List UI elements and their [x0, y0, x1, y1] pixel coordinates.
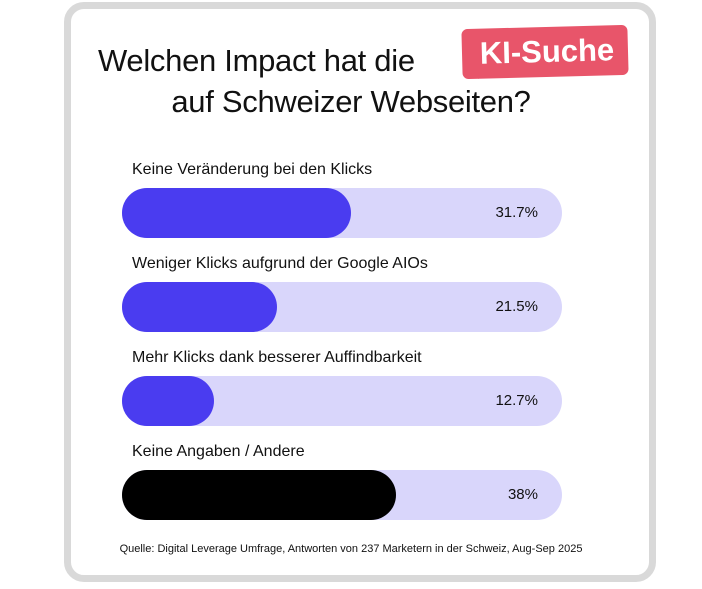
bar-value-label: 12.7% — [495, 392, 538, 409]
highlight-badge: KI-Suche — [461, 24, 629, 80]
bar — [122, 376, 214, 426]
bar-track: 38% — [122, 470, 562, 520]
bar — [122, 470, 396, 520]
bar-label: Weniger Klicks aufgrund der Google AIOs — [132, 255, 428, 272]
bar-label: Keine Angaben / Andere — [132, 443, 305, 460]
title-line-2: auf Schweizer Webseiten? — [171, 84, 531, 119]
bar-value-label: 21.5% — [495, 298, 538, 315]
bar-value-label: 38% — [507, 486, 538, 503]
bar — [122, 282, 277, 332]
bar-track: 31.7% — [122, 188, 562, 238]
title-text-1: Welchen Impact hat die — [98, 43, 415, 78]
source-note: Quelle: Digital Leverage Umfrage, Antwor… — [119, 543, 583, 555]
bar-label: Keine Veränderung bei den Klicks — [132, 161, 373, 178]
bar-value-label: 31.7% — [495, 204, 538, 221]
bar-track: 12.7% — [122, 376, 562, 426]
bar-track: 21.5% — [122, 282, 562, 332]
bar — [122, 188, 351, 238]
bar-label: Mehr Klicks dank besserer Auffindbarkeit — [132, 349, 422, 366]
